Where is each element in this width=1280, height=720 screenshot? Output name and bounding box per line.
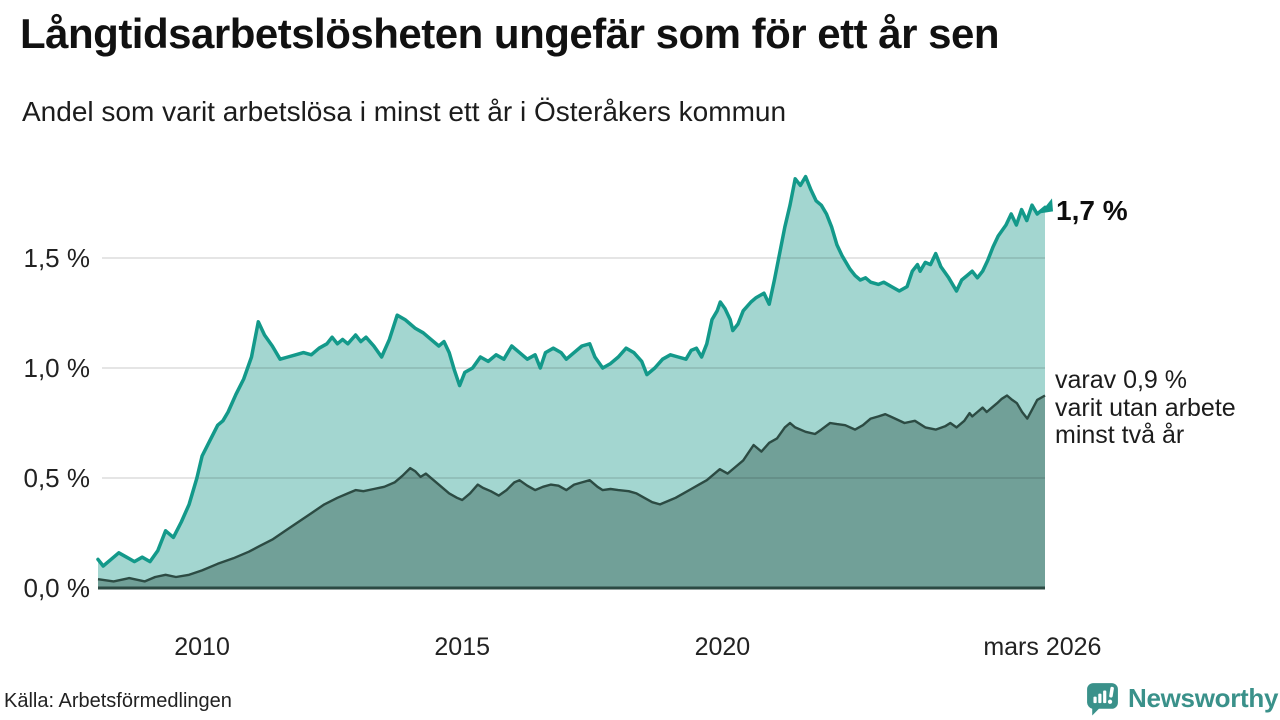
y-tick-label: 0,0 % — [23, 573, 91, 603]
secondary-series-label-line3: minst två år — [1055, 421, 1185, 449]
bar-medium — [1098, 693, 1102, 704]
y-tick-label: 1,5 % — [23, 243, 91, 273]
newsworthy-logo: Newsworthy — [1084, 680, 1278, 717]
x-tick-label: 2010 — [174, 633, 230, 661]
bar-small — [1093, 696, 1097, 704]
series-2yr-area — [98, 395, 1045, 588]
newsworthy-logo-icon — [1087, 683, 1118, 716]
source-credit: Källa: Arbetsförmedlingen — [4, 690, 232, 712]
y-tick-label: 1,0 % — [23, 353, 91, 383]
line-end-arrow — [1040, 198, 1053, 214]
secondary-series-label: varav 0,9 % varit utan arbete minst två … — [1055, 366, 1236, 450]
series-1yr-line — [96, 174, 1047, 568]
y-tick-label: 0,5 % — [23, 463, 91, 493]
bar-large — [1103, 690, 1107, 704]
secondary-series-label-line2: varit utan arbete — [1055, 393, 1236, 422]
x-tick-label: 2020 — [694, 633, 751, 661]
x-tick-label: mars 2026 — [983, 633, 1102, 661]
newsworthy-wordmark: Newsworthy — [1128, 683, 1279, 713]
page-subtitle: Andel som varit arbetslösa i minst ett å… — [22, 96, 787, 127]
exclamation-mark — [1107, 686, 1114, 704]
secondary-series-label-line1: varav 0,9 % — [1055, 366, 1188, 394]
page-title: Långtidsarbetslösheten ungefär som för e… — [20, 10, 1000, 57]
x-tick-label: 2015 — [434, 633, 491, 661]
series-2yr-line — [97, 394, 1046, 583]
latest-value-label: 1,7 % — [1056, 195, 1128, 226]
